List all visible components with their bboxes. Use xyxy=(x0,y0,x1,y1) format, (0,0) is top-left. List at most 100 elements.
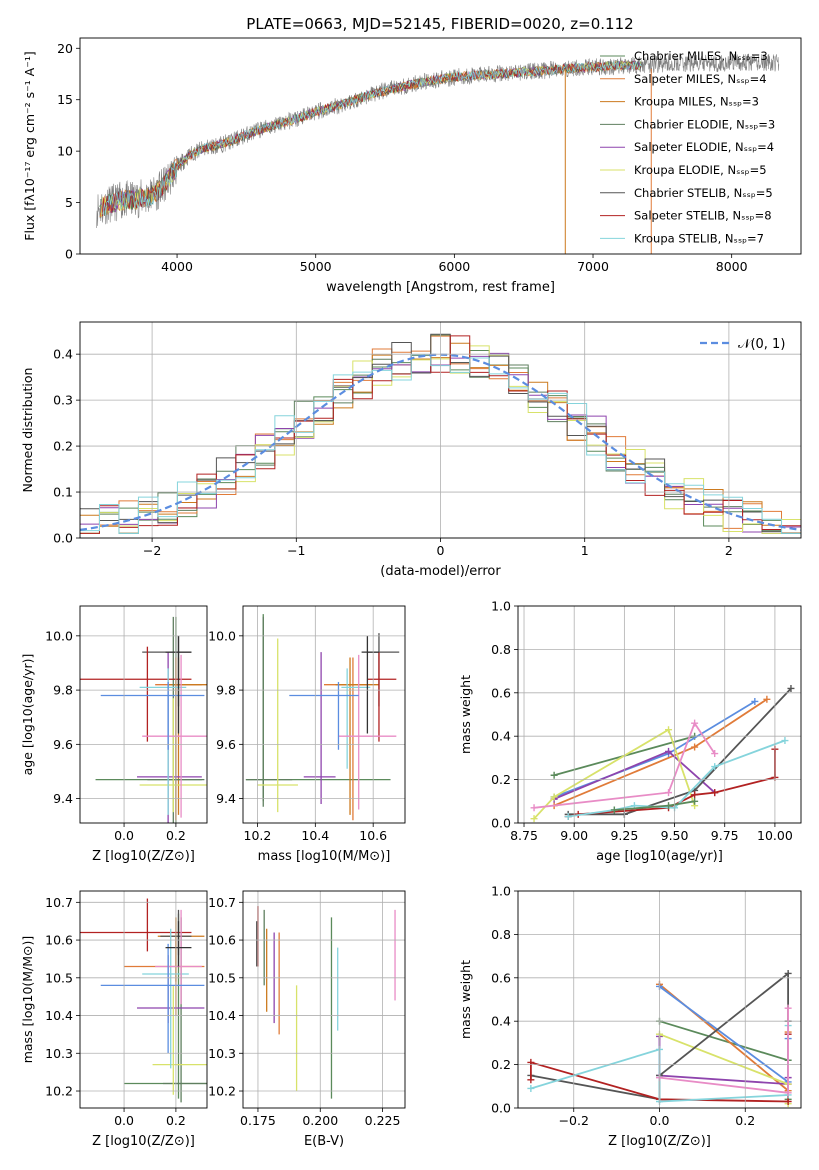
x-axis-label: (data-model)/error xyxy=(380,564,501,579)
x-tick-label: 0.2 xyxy=(166,828,186,843)
x-tick-label: 9.75 xyxy=(711,828,739,843)
y-tick-label: 10.4 xyxy=(45,1008,73,1023)
y-tick-label: 0.0 xyxy=(491,1101,511,1116)
y-tick-label: 15 xyxy=(57,92,73,107)
weight-point-marker xyxy=(665,789,673,797)
legend-entry: Chabrier ELODIE, Nₛₛₚ=3 xyxy=(634,117,775,131)
mass_vs_ebv-panel: 0.175 0.200 0.225 10.2 10.3 10.4 10.5 10.6 10.7 E… xyxy=(208,890,406,1149)
legend-entry: Salpeter MILES, Nₛₛₚ=4 xyxy=(634,72,767,86)
plot-frame xyxy=(517,890,802,1109)
model-spectrum-line xyxy=(101,60,642,217)
plot-frame xyxy=(242,605,406,824)
legend-entry: Kroupa STELIB, Nₛₛₚ=7 xyxy=(634,231,764,245)
legend-entry: Salpeter STELIB, Nₛₛₚ=8 xyxy=(634,209,772,223)
weight-point-marker xyxy=(527,1076,535,1084)
y-tick-label: 0.4 xyxy=(491,729,511,744)
legend-entry: 𝒩(0, 1) xyxy=(738,337,785,352)
x-tick-label: 10.6 xyxy=(359,828,387,843)
y-axis-label: Flux [fλ10⁻¹⁷ erg cm⁻² s⁻¹ A⁻¹] xyxy=(22,51,37,240)
x-tick-label: 4000 xyxy=(161,259,193,274)
y-tick-label: 20 xyxy=(57,41,73,56)
weight-series-line xyxy=(659,1033,789,1104)
y-tick-label: 0.2 xyxy=(491,772,511,787)
x-tick-label: 0.0 xyxy=(114,828,134,843)
x-tick-label: 6000 xyxy=(438,259,470,274)
weight-point-marker xyxy=(691,791,699,799)
y-tick-label: 10.6 xyxy=(208,933,236,948)
y-tick-label: 10.7 xyxy=(45,895,73,910)
y-tick-label: 0.8 xyxy=(491,642,511,657)
weight-point-marker xyxy=(610,806,618,814)
residual-histogram xyxy=(80,354,801,538)
legend-entry: Kroupa MILES, Nₛₛₚ=3 xyxy=(634,95,759,109)
legend-entry: Chabrier MILES, Nₛₛₚ=3 xyxy=(634,49,768,63)
x-tick-label: 0.0 xyxy=(650,1113,670,1128)
y-tick-label: 10.4 xyxy=(208,1008,236,1023)
plot-frame xyxy=(517,605,802,824)
age_vs_mass-plot-area xyxy=(245,614,400,821)
weight-point-marker xyxy=(691,719,699,727)
x-tick-label: 0.0 xyxy=(114,1113,134,1128)
y-tick-label: 0 xyxy=(65,247,73,262)
weight-series-line xyxy=(553,698,768,807)
y-tick-label: 0.1 xyxy=(53,485,73,500)
weight-point-marker xyxy=(711,789,719,797)
weight_vs_age-plot-area xyxy=(530,684,795,823)
y-tick-label: 10.3 xyxy=(45,1046,73,1061)
x-tick-label: 0.200 xyxy=(302,1113,338,1128)
y-tick-label: 10.5 xyxy=(45,970,73,985)
x-tick-label: 0.225 xyxy=(365,1113,401,1128)
weight-point-marker xyxy=(550,771,558,779)
x-axis-label: Z [log10(Z/Z⊙)] xyxy=(92,849,195,864)
y-tick-label: 0.2 xyxy=(53,439,73,454)
weight-point-marker xyxy=(665,726,673,734)
age_vs_Z-plot-area xyxy=(80,616,207,823)
x-tick-label: 0 xyxy=(437,543,445,558)
y-tick-label: 10.7 xyxy=(208,895,236,910)
x-tick-label: −0.2 xyxy=(559,1113,589,1128)
y-tick-label: 1.0 xyxy=(491,884,511,899)
x-tick-label: 8000 xyxy=(716,259,748,274)
weight-point-marker xyxy=(530,815,538,823)
x-tick-label: −2 xyxy=(143,543,161,558)
weight-point-marker xyxy=(564,812,572,820)
spectrum-panel: 4000 5000 6000 7000 8000 0 5 10 15 20 wavelength [… xyxy=(22,37,802,295)
weight-point-marker xyxy=(691,743,699,751)
weight-point-marker xyxy=(784,969,792,977)
x-tick-label: 7000 xyxy=(577,259,609,274)
weight-point-marker xyxy=(711,750,719,758)
x-tick-label: 8.75 xyxy=(510,828,538,843)
weight-series-line xyxy=(568,687,792,816)
weight_vs_Z-panel: −0.2 0.0 0.2 0.0 0.2 0.4 0.6 0.8 1.0 Z [log10(Z/Z… xyxy=(458,884,802,1149)
plot-frame xyxy=(79,890,208,1109)
x-tick-label: 2 xyxy=(725,543,733,558)
x-axis-label: wavelength [Angstrom, rest frame] xyxy=(326,280,555,295)
spectrum-plot-area xyxy=(96,53,780,254)
age_vs_Z-panel: 0.0 0.2 9.4 9.6 9.8 10.0 Z [log10(Z/Z⊙)] age [l… xyxy=(20,605,208,864)
y-axis-label: age [log10(age/yr)] xyxy=(20,654,35,776)
weight-series-line xyxy=(533,721,716,809)
mass_vs_Z-plot-area xyxy=(80,898,207,1103)
x-axis-label: mass [log10(M/M⊙)] xyxy=(258,849,391,864)
y-tick-label: 10.0 xyxy=(208,628,236,643)
weight-point-marker xyxy=(763,695,771,703)
y-tick-label: 1.0 xyxy=(491,599,511,614)
weight-point-marker xyxy=(711,763,719,771)
model-spectrum-line xyxy=(102,61,642,217)
y-tick-label: 0.0 xyxy=(491,816,511,831)
x-tick-label: 9.25 xyxy=(610,828,638,843)
mass_vs_Z-panel: 0.0 0.2 10.2 10.3 10.4 10.5 10.6 10.7 Z [log10(Z… xyxy=(20,890,208,1149)
model-spectrum-line xyxy=(99,61,642,218)
model-spectrum-line xyxy=(101,60,642,216)
legend-entry: Kroupa ELODIE, Nₛₛₚ=5 xyxy=(634,163,767,177)
x-tick-label: 0.2 xyxy=(166,1113,186,1128)
model-spectrum-line xyxy=(99,59,642,218)
y-tick-label: 9.6 xyxy=(216,737,236,752)
y-tick-label: 9.8 xyxy=(53,683,73,698)
y-tick-label: 10.6 xyxy=(45,933,73,948)
model-spectrum-line xyxy=(99,61,642,215)
y-axis-label: mass weight xyxy=(458,675,473,754)
y-tick-label: 10.2 xyxy=(45,1084,73,1099)
y-tick-label: 0.3 xyxy=(53,393,73,408)
